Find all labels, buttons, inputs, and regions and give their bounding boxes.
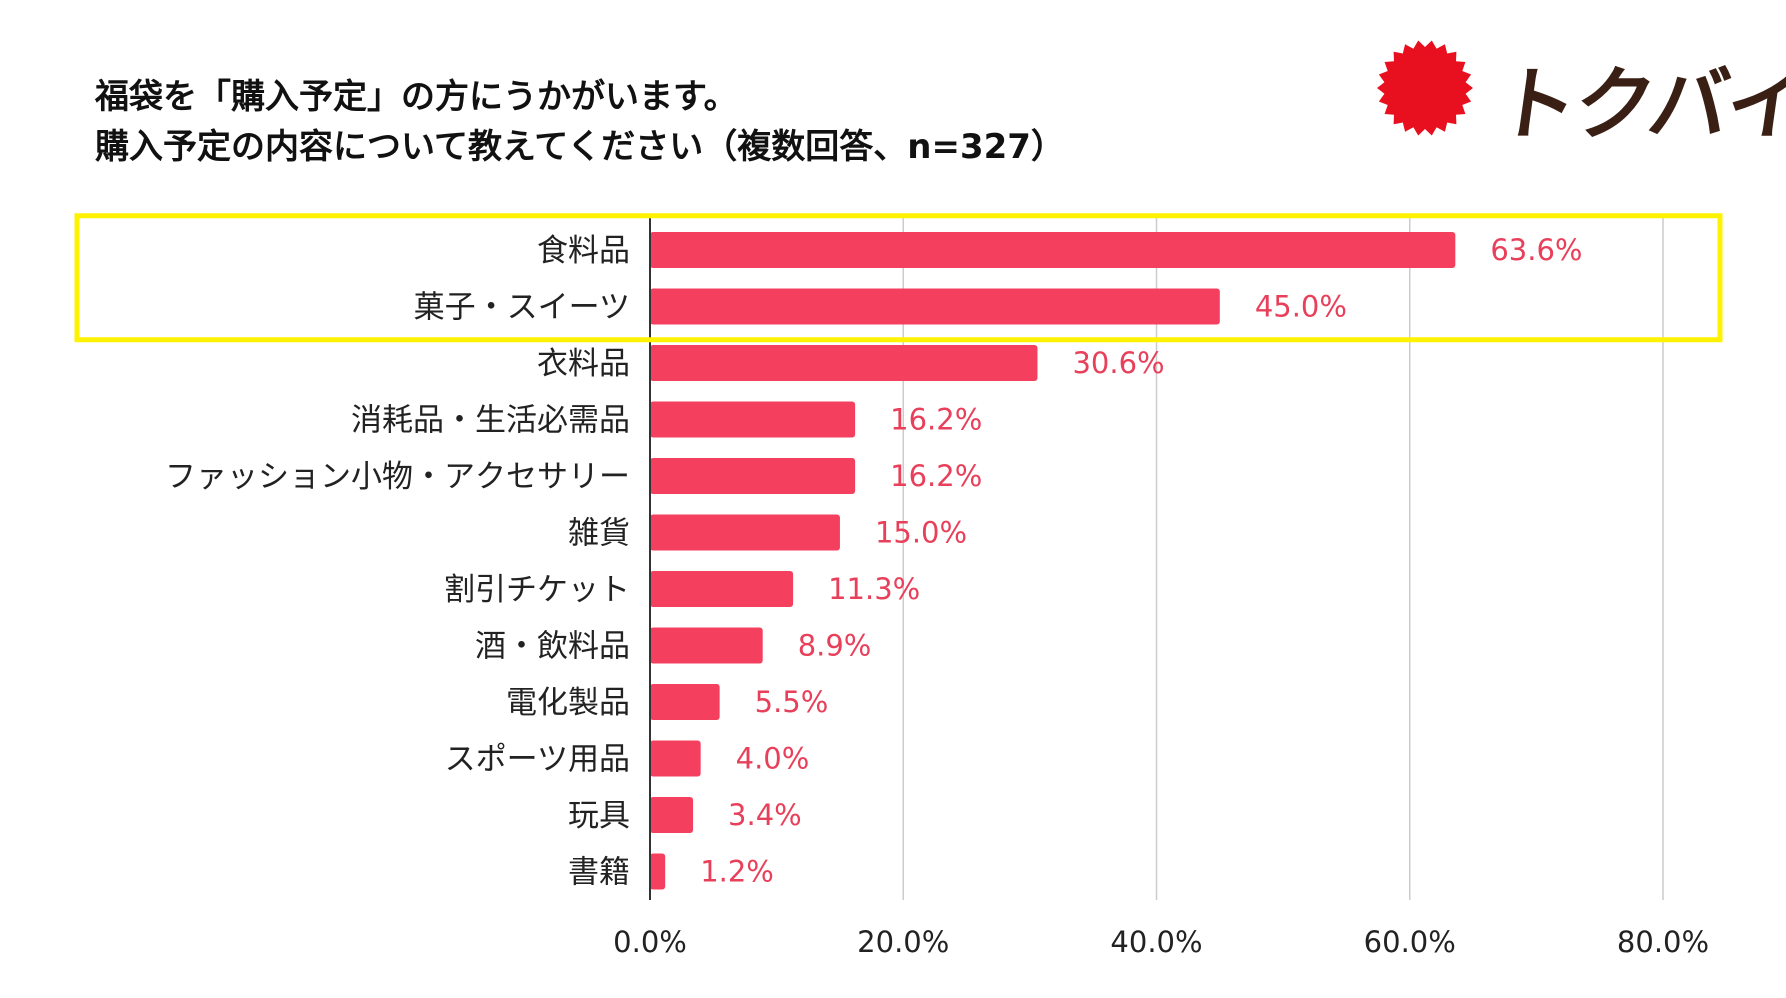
value-label: 3.4%	[728, 798, 802, 832]
category-label: 消耗品・生活必需品	[351, 403, 630, 439]
tokubai-logo: トクバイ	[1370, 38, 1786, 151]
category-label: 菓子・スイーツ	[414, 290, 630, 326]
x-tick-label: 40.0%	[1110, 925, 1202, 959]
bar	[650, 458, 856, 494]
bar	[650, 514, 840, 551]
value-label: 63.6%	[1490, 233, 1582, 267]
title-line-2: 購入予定の内容について教えてください（複数回答、n=327）	[95, 127, 1065, 167]
category-label: 衣料品	[537, 346, 630, 382]
bar	[650, 627, 763, 664]
value-label: 1.2%	[700, 855, 774, 889]
category-label: 書籍	[568, 855, 630, 891]
category-label: 玩具	[568, 798, 630, 834]
highlight-box	[74, 213, 1723, 343]
category-labels: 食料品菓子・スイーツ衣料品消耗品・生活必需品ファッション小物・アクセサリー雑貨割…	[165, 233, 630, 891]
value-labels: 63.6% 45.0% 30.6% 16.2% 16.2% 15.0% 11.3% 8.9% 5…	[700, 233, 1582, 889]
bar	[650, 571, 794, 607]
x-tick-label: 0.0%	[613, 925, 687, 959]
value-label: 4.0%	[736, 742, 810, 776]
category-label: ファッション小物・アクセサリー	[165, 459, 630, 495]
bar	[650, 684, 720, 720]
bar	[650, 232, 1456, 268]
sun-badge-icon	[1377, 40, 1473, 136]
gridlines	[902, 215, 1664, 900]
title-line-1: 福袋を「購入予定」の方にうかがいます。	[95, 77, 738, 117]
value-label: 11.3%	[828, 572, 920, 606]
x-tick-label: 60.0%	[1364, 925, 1456, 959]
value-label: 15.0%	[875, 516, 967, 550]
x-tick-label: 80.0%	[1617, 925, 1709, 959]
bar	[650, 797, 694, 833]
category-label: 割引チケット	[444, 572, 630, 608]
bar	[650, 740, 701, 777]
chart-title: 福袋を「購入予定」の方にうかがいます。 購入予定の内容について教えてください（複…	[95, 72, 1065, 172]
category-label: 酒・飲料品	[475, 629, 630, 665]
value-label: 8.9%	[798, 629, 872, 663]
bar	[650, 401, 856, 438]
category-label: 雑貨	[568, 516, 630, 552]
value-label: 5.5%	[755, 685, 829, 719]
category-label: スポーツ用品	[445, 742, 630, 778]
value-label: 16.2%	[890, 459, 982, 493]
bars	[650, 232, 1456, 890]
bar	[650, 345, 1038, 381]
value-label: 30.6%	[1072, 346, 1164, 380]
x-tick-label: 20.0%	[857, 925, 949, 959]
bar	[650, 288, 1220, 325]
category-label: 食料品	[537, 233, 630, 269]
category-label: 電化製品	[506, 685, 630, 721]
bar	[650, 853, 666, 890]
value-label: 45.0%	[1255, 290, 1347, 324]
value-label: 16.2%	[890, 403, 982, 437]
x-axis-ticks: 0.0% 20.0% 40.0% 60.0% 80.0%	[613, 925, 1709, 959]
